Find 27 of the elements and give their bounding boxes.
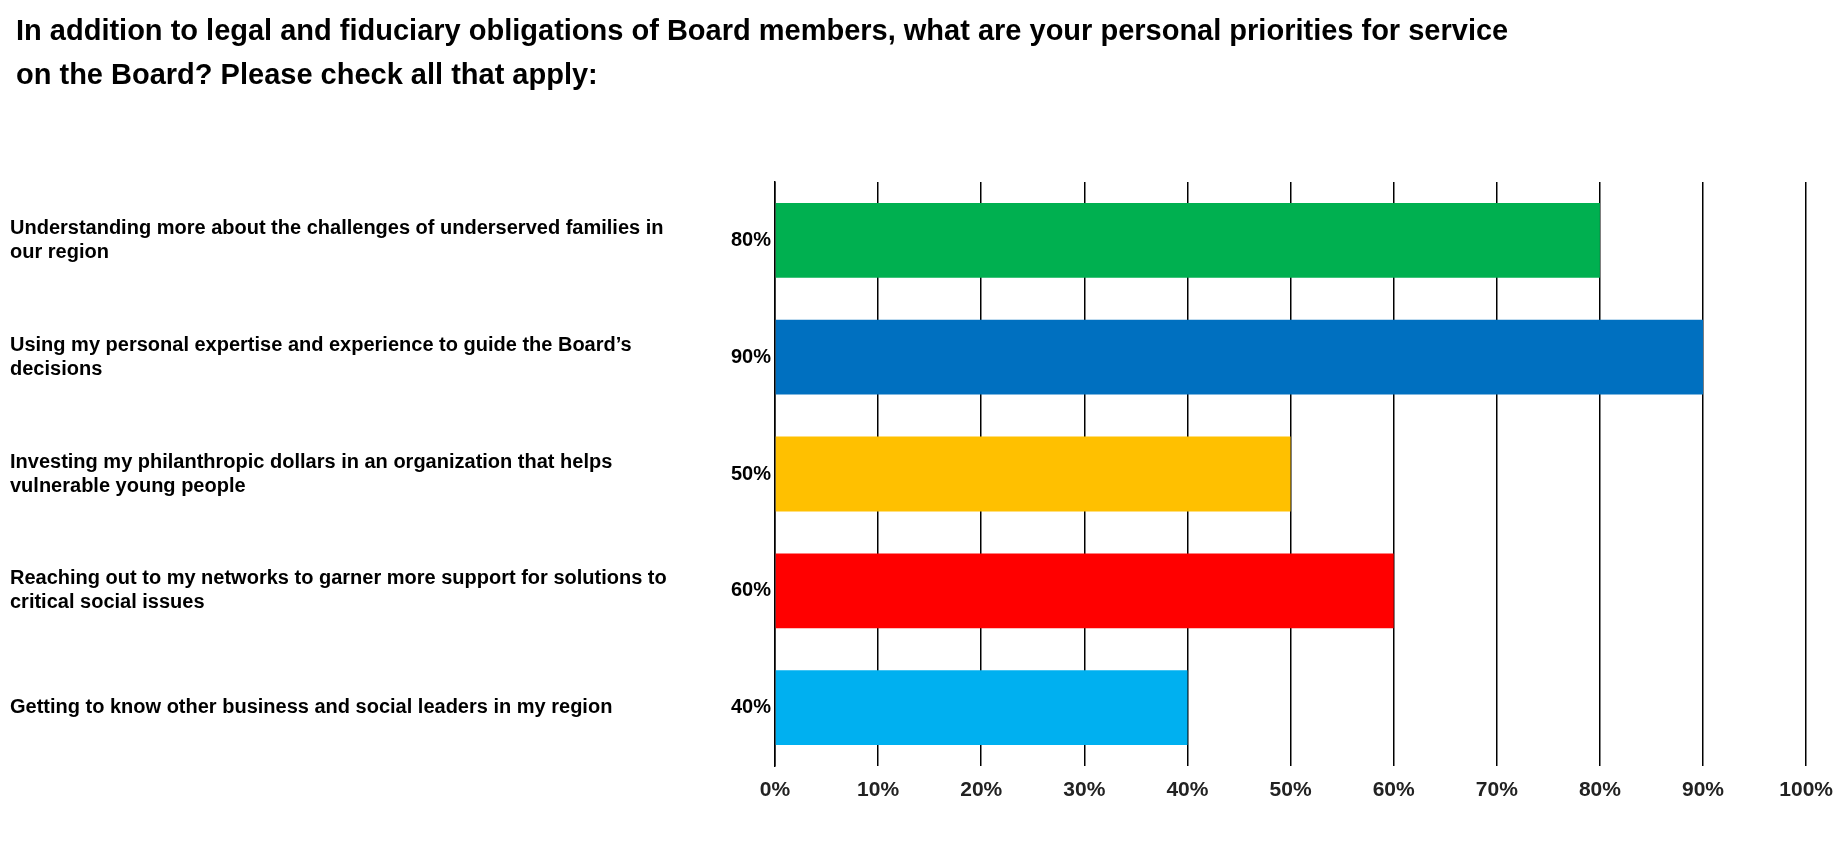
data-label: 80%: [730, 227, 772, 250]
x-tick-label: 70%: [1475, 777, 1519, 801]
x-tick-label: 60%: [1372, 777, 1416, 801]
bar: [775, 203, 1600, 278]
data-label: 40%: [730, 695, 772, 718]
bar: [775, 670, 1188, 745]
y-tick-label: Understanding more about the challenges of underserved families in our region: [10, 215, 664, 262]
x-tick-label: 90%: [1682, 777, 1725, 801]
data-label: 90%: [730, 344, 772, 367]
x-tick-label: 40%: [1166, 777, 1209, 801]
y-tick-label: Using my personal expertise and experience to guide the Board’s decisions: [10, 332, 632, 379]
bar: [775, 319, 1704, 395]
x-tick-label: 20%: [960, 777, 1003, 801]
x-tick-label: 100%: [1779, 777, 1834, 801]
bar: [775, 553, 1394, 629]
data-label: 60%: [730, 578, 772, 601]
bar: [775, 436, 1291, 512]
x-tick-label: 50%: [1269, 777, 1312, 801]
data-label: 50%: [730, 461, 772, 484]
x-tick-label: 0%: [759, 777, 791, 801]
y-tick-label: Getting to know other business and social leaders in my region: [10, 695, 613, 718]
y-tick-label: Reaching out to my networks to garner more support for solutions to critical social issues: [10, 566, 667, 613]
y-tick-label: Investing my philanthropic dollars in an organization that helps vulnerable young people: [10, 449, 613, 496]
chart-title: In addition to legal and fiduciary obligations of Board members, what are your personal priorities for service on the Board? Please check all that apply:: [16, 13, 1510, 92]
x-tick-label: 80%: [1578, 777, 1622, 801]
x-tick-label: 10%: [857, 777, 900, 801]
x-tick-label: 30%: [1063, 777, 1106, 801]
